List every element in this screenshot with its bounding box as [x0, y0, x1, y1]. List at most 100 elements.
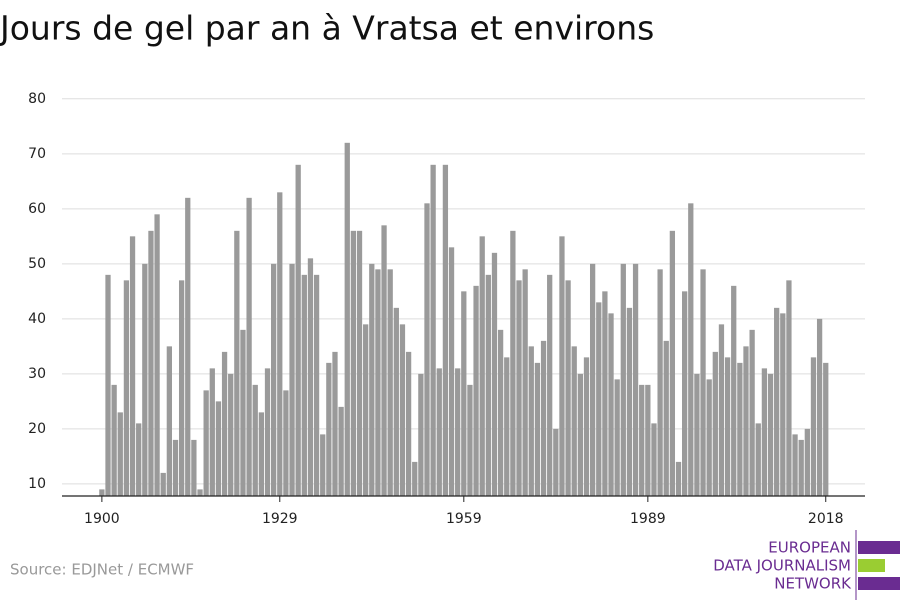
bar — [197, 489, 203, 496]
bar — [632, 263, 639, 496]
bar — [160, 472, 166, 496]
bar — [455, 368, 461, 496]
bar — [816, 318, 823, 496]
bar — [491, 252, 498, 496]
bar — [221, 351, 228, 496]
bar — [307, 258, 314, 496]
bar — [737, 362, 743, 496]
bar — [461, 291, 467, 496]
bar — [731, 285, 737, 496]
y-tick-label: 40 — [28, 311, 46, 327]
bar — [215, 401, 222, 496]
y-tick-label: 80 — [28, 91, 46, 107]
bar — [565, 280, 571, 496]
bar — [142, 263, 148, 496]
bar — [743, 346, 749, 496]
bar — [639, 384, 645, 496]
bar — [442, 164, 449, 497]
bar — [596, 302, 602, 496]
bar — [467, 384, 473, 496]
bar — [700, 269, 706, 496]
bar — [559, 236, 565, 496]
bar — [804, 428, 810, 496]
logo-text: DATA JOURNALISM — [713, 557, 851, 575]
bar — [534, 362, 541, 496]
y-tick-label: 10 — [28, 476, 46, 492]
bar — [540, 340, 547, 496]
bar — [682, 291, 688, 496]
bar — [313, 274, 320, 496]
bar — [786, 280, 792, 496]
bar — [589, 263, 596, 496]
bar — [381, 225, 387, 497]
bar — [424, 203, 430, 496]
y-tick-label: 70 — [28, 146, 46, 162]
bar — [522, 269, 528, 496]
bar — [369, 263, 375, 496]
bar — [430, 164, 436, 497]
bar — [136, 423, 142, 496]
bar — [706, 379, 712, 496]
bar — [418, 373, 424, 496]
chart-title: Jours de gel par an à Vratsa et environs — [0, 9, 654, 48]
bar — [485, 274, 491, 496]
bar — [718, 324, 725, 496]
bar — [326, 362, 332, 496]
bar — [148, 230, 154, 496]
y-tick-label: 60 — [28, 201, 46, 217]
bar — [497, 329, 504, 496]
bar — [320, 434, 326, 496]
bar — [123, 280, 130, 496]
x-tick-label: 1900 — [84, 511, 120, 527]
bar — [172, 439, 179, 496]
bar — [301, 274, 307, 496]
bar — [724, 357, 731, 496]
bar — [283, 390, 289, 496]
logo-bar — [858, 577, 900, 590]
bar — [258, 412, 265, 496]
bar — [234, 230, 240, 496]
bar — [626, 307, 633, 496]
bar — [516, 280, 522, 496]
bar — [252, 384, 258, 496]
bar — [504, 357, 510, 496]
bar — [338, 406, 344, 496]
bar — [289, 263, 295, 496]
bar — [780, 313, 786, 496]
x-tick-label: 1989 — [630, 511, 666, 527]
logo-bar — [858, 541, 900, 554]
x-tick-label: 2018 — [808, 511, 844, 527]
bar — [694, 373, 700, 496]
source: Source: EDJNet / ECMWF — [10, 561, 194, 579]
bar — [350, 230, 357, 496]
bar — [228, 373, 234, 496]
bar — [712, 351, 718, 496]
bar — [657, 269, 663, 496]
bar — [209, 368, 215, 496]
y-tick-label: 30 — [28, 366, 46, 382]
bar — [675, 461, 682, 496]
bar — [614, 379, 620, 496]
bar — [178, 280, 185, 496]
bar — [277, 192, 283, 497]
bar — [479, 236, 485, 496]
bar — [749, 329, 755, 496]
bar — [240, 329, 246, 496]
bar — [620, 263, 626, 496]
bar — [332, 351, 338, 496]
bar — [553, 428, 559, 496]
bar — [792, 434, 798, 496]
bar — [448, 247, 455, 496]
y-tick-label: 20 — [28, 421, 46, 437]
bar — [105, 274, 111, 496]
bar — [810, 357, 817, 496]
bar — [798, 439, 804, 496]
bar — [608, 313, 614, 496]
bar — [295, 164, 301, 497]
bar — [203, 390, 209, 496]
bar — [185, 197, 191, 497]
bar — [651, 423, 657, 496]
bar — [344, 142, 350, 497]
logo-text: NETWORK — [774, 575, 852, 593]
